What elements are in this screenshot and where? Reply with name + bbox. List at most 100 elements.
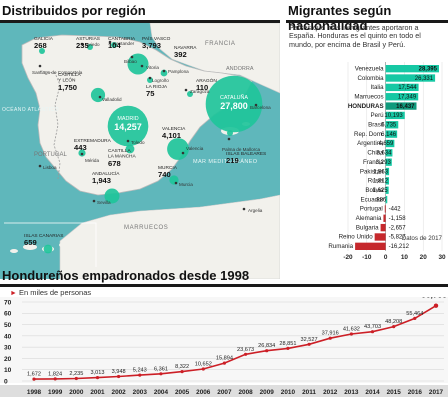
bars-title-rule [286,20,448,23]
bar-category-label: Marruecos [354,93,383,100]
region-name-cataluna: CATALUÑA [220,94,248,101]
city-santander: Santander [108,40,135,46]
line-point [328,336,332,340]
region-name-madrid: MADRID [117,116,138,122]
line-y-tick-label: 40 [4,333,12,340]
line-title: Hondureños empadronados desde 1998 [2,268,250,283]
line-unit-label: ► En miles de personas [10,288,91,297]
bar-category-label: Colombia [357,75,384,82]
bar-value-label: 28,395 [419,66,438,72]
line-value-label: 66,709 [421,297,447,300]
line-y-tick-label: 0 [4,378,8,385]
svg-text:Vitoria: Vitoria [146,65,159,70]
city-bilbao: Bilbao [124,55,137,64]
line-point [201,367,205,371]
region-value-asturias: 235 [76,41,89,50]
bar-value-label: 1,812 [373,179,389,185]
bar-value-label: 17,349 [398,94,417,100]
bar-portugal [384,205,386,213]
region-value-pais-vasco: 3,793 [142,41,161,50]
bar-category-label: Rumania [328,243,353,250]
canarias-island [10,249,18,253]
bar-category-label: Alemania [356,215,382,222]
city-barcelona: Barcelona [250,103,271,110]
line-value-label: 15,894 [216,356,233,362]
svg-text:Valladolid: Valladolid [102,97,122,102]
region-value-islas-canarias: 659 [24,238,37,247]
line-value-label: 43,703 [364,324,381,330]
label-francia: FRANCIA [205,41,236,47]
bar-value-label: 3,634 [376,151,392,157]
region-name-la-rioja: LA RIOJA [146,84,168,90]
region-name-murcia: MURCIA [158,165,178,171]
bubble-islas-canarias [43,244,53,254]
bubble-navarra [160,69,168,77]
map-title-rule [0,20,280,23]
line-value-label: 37,916 [322,331,339,337]
line-value-label: 5,243 [133,368,147,374]
line-x-tick-label: 2006 [196,389,211,396]
bar-category-label: Argentina [357,140,384,147]
bar-italia [385,83,419,92]
line-plot-background [0,297,448,383]
line-x-tick-label: 2000 [69,389,84,396]
region-value-navarra: 392 [174,50,187,59]
bar-category-label: HONDURAS [348,103,384,110]
line-x-tick-label: 1998 [27,389,42,396]
svg-text:Santiago de Compostela: Santiago de Compostela [32,70,83,75]
bar-marruecos [385,93,419,101]
bar-category-label: Ecuador [361,196,384,203]
unit-arrow-icon: ► [10,290,17,297]
bar-argentina [385,139,395,148]
bar-venezuela [385,65,439,73]
region-value-extremadura: 443 [74,143,87,152]
bar-peru [385,111,405,120]
series-line [33,305,437,380]
bubble-castilla-y-leon [90,87,106,103]
line-x-tick-label: 2017 [429,389,444,396]
bar-value-label: -16,212 [389,244,410,250]
bar-category-label: Rusia [368,178,384,185]
canarias-island [23,244,37,250]
city-valencia: Valencia [181,146,204,155]
svg-text:Pamplona: Pamplona [168,69,189,74]
canarias-inset-frame [4,222,97,267]
label-mar: MAR MEDITERRÁNEO [193,158,258,165]
line-point [307,342,311,346]
line-x-tick-label: 2008 [238,389,253,396]
svg-text:Mérida: Mérida [85,158,99,163]
line-x-tick-label: 2010 [281,389,296,396]
region-value-castilla-y-leon: 1,750 [58,83,77,92]
bar-value-label: 4,659 [378,141,394,147]
bar-category-label: Perú [371,112,385,119]
city-toledo: Toledo [126,139,145,145]
line-point [413,316,417,320]
region-value-cataluna: 27,800 [220,101,248,111]
city-santiago: Santiago de Compostela [32,64,83,75]
region-name-valencia: VALENCIA [162,126,186,132]
line-point [222,361,226,365]
region-name-navarra: NAVARRA [174,45,197,51]
canarias-island [59,242,69,248]
line-x-tick-label: 2009 [260,389,275,396]
line-x-tick-label: 2001 [90,389,105,396]
line-x-tick-label: 2011 [302,389,316,396]
line-value-label: 32,527 [300,337,317,343]
svg-text:Argelia: Argelia [248,208,263,213]
line-y-tick-label: 10 [4,367,12,374]
portugal-border [39,70,61,180]
line-title-rule [0,284,448,287]
bar-category-label: Pakistán [360,168,384,175]
line-value-label: 28,851 [279,341,296,347]
bar-x-tick-label: 10 [401,254,409,261]
line-value-label: 3,948 [112,369,126,375]
svg-text:Valencia: Valencia [186,146,204,151]
bar-value-label: -442 [389,207,402,213]
line-point [265,349,269,353]
bar-category-label: Venezuela [355,65,384,72]
bar-francia [385,158,392,166]
line-point [159,372,163,376]
bar-china [385,149,393,157]
bar-x-tick-label: -20 [343,254,353,261]
bubble-castilla-la-mancha [125,144,135,154]
